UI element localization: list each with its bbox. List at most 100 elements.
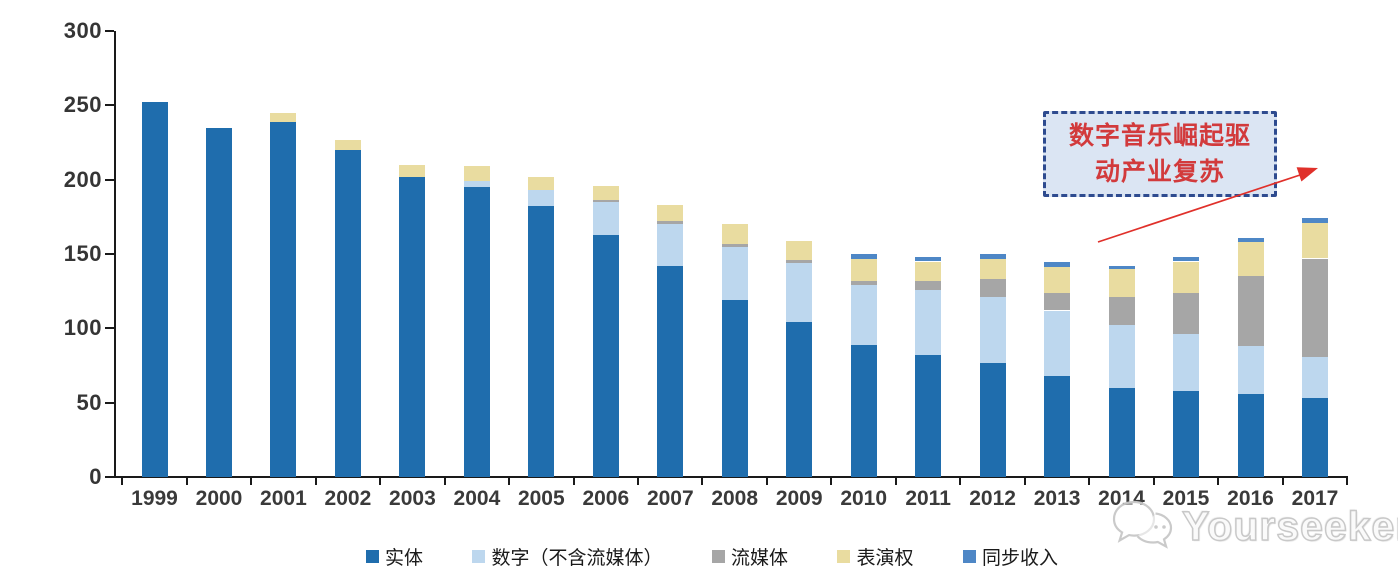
bar-segment-2008-series2 <box>721 243 748 247</box>
x-axis-line <box>114 476 1348 478</box>
bar-segment-2014-series1 <box>1108 325 1135 388</box>
bar-2011 <box>915 256 942 477</box>
bar-2006 <box>592 185 619 477</box>
bar-segment-2007-series0 <box>657 265 684 477</box>
bar-segment-2007-series2 <box>657 221 684 225</box>
x-boundary-tick <box>250 477 253 485</box>
bar-segment-2012-series3 <box>979 258 1006 280</box>
bar-segment-2014-series3 <box>1108 268 1135 298</box>
watermark: Yourseeker <box>1108 496 1398 556</box>
bar-segment-2010-series2 <box>850 280 877 286</box>
bar-1999 <box>141 102 168 477</box>
bar-segment-2003-series3 <box>399 164 426 177</box>
bar-segment-2000-series0 <box>206 127 232 477</box>
bar-2009 <box>786 240 813 477</box>
y-tick-100 <box>105 327 114 330</box>
bar-segment-2015-series3 <box>1173 261 1199 293</box>
annotation-text-line1: 数字音乐崛起驱 <box>1068 122 1251 150</box>
x-label-2011: 2011 <box>905 487 951 510</box>
bar-segment-2010-series1 <box>850 285 877 345</box>
x-label-2005: 2005 <box>517 487 565 510</box>
bar-segment-2007-series3 <box>657 204 684 222</box>
bar-segment-2007-series1 <box>657 224 684 266</box>
x-label-2010: 2010 <box>840 487 888 510</box>
y-tick-300 <box>105 30 114 32</box>
bar-segment-2011-series2 <box>915 280 942 290</box>
bar-segment-1999-series0 <box>141 102 168 477</box>
x-boundary-tick <box>314 477 317 485</box>
bar-segment-2013-series2 <box>1044 292 1071 311</box>
y-tick-150 <box>105 253 114 255</box>
bar-2016 <box>1237 237 1264 477</box>
bar-segment-2008-series3 <box>721 224 748 244</box>
bar-segment-2005-series1 <box>528 190 555 207</box>
bar-segment-2013-series0 <box>1044 375 1071 477</box>
x-boundary-tick <box>443 477 446 485</box>
bar-segment-2014-series4 <box>1108 265 1135 269</box>
bar-2003 <box>399 164 426 477</box>
bar-2010 <box>850 254 877 477</box>
bar-segment-2011-series4 <box>915 256 942 262</box>
x-boundary-tick <box>508 477 511 485</box>
x-boundary-tick <box>765 477 768 485</box>
annotation-callout: 数字音乐崛起驱 动产业复苏 <box>1043 111 1277 197</box>
bar-segment-2013-series4 <box>1044 261 1071 268</box>
annotation-text-line2: 动产业复苏 <box>1094 158 1225 186</box>
bar-2008 <box>721 224 748 477</box>
x-label-2001: 2001 <box>260 487 307 510</box>
x-boundary-tick <box>959 477 962 485</box>
y-tick-label-200: 200 <box>63 166 102 192</box>
watermark-text: Yourseeker <box>1181 502 1398 549</box>
y-axis-line <box>114 31 116 478</box>
bar-segment-2004-series0 <box>463 187 490 477</box>
bar-segment-2006-series2 <box>592 200 619 202</box>
bar-2004 <box>463 166 490 477</box>
y-tick-50 <box>105 401 114 404</box>
x-label-2000: 2000 <box>195 487 243 510</box>
bar-segment-2012-series2 <box>979 279 1006 298</box>
bar-segment-2009-series2 <box>786 259 813 263</box>
bar-segment-2003-series0 <box>399 176 426 477</box>
x-boundary-tick <box>121 477 124 485</box>
bar-segment-2008-series1 <box>721 246 748 301</box>
bar-segment-2002-series0 <box>334 149 361 477</box>
x-boundary-tick <box>1281 477 1284 485</box>
chat-bubbles-logo-icon <box>1112 500 1173 549</box>
bar-segment-2012-series1 <box>979 297 1006 363</box>
bar-segment-2009-series3 <box>786 240 813 260</box>
bar-segment-2014-series0 <box>1108 387 1135 477</box>
bar-segment-2014-series2 <box>1108 297 1135 326</box>
bar-segment-2017-series3 <box>1302 222 1328 259</box>
bar-2015 <box>1173 256 1199 477</box>
x-boundary-tick <box>894 477 897 485</box>
bar-segment-2006-series1 <box>592 202 619 235</box>
x-label-2006: 2006 <box>582 487 630 510</box>
legend-swatch-performance-icon <box>837 550 851 563</box>
bar-segment-2005-series0 <box>528 206 555 477</box>
bar-segment-2004-series3 <box>463 166 490 182</box>
bar-2005 <box>528 176 555 477</box>
bar-segment-2002-series3 <box>334 139 361 150</box>
x-boundary-tick <box>1023 477 1026 485</box>
legend-label-sync: 同步收入 <box>981 548 1058 569</box>
bar-segment-2010-series3 <box>850 258 877 281</box>
x-label-2013: 2013 <box>1033 487 1081 510</box>
x-label-2007: 2007 <box>646 487 694 510</box>
legend-swatch-sync-icon <box>962 550 976 563</box>
legend-label-streaming: 流媒体 <box>730 548 788 569</box>
bar-segment-2013-series1 <box>1044 310 1071 376</box>
bar-2007 <box>657 204 684 477</box>
bar-segment-2001-series3 <box>270 112 297 122</box>
legend-swatch-digital-icon <box>472 550 486 563</box>
bar-segment-2010-series0 <box>850 344 877 477</box>
bar-segment-2017-series2 <box>1302 258 1328 357</box>
x-boundary-tick <box>637 477 640 485</box>
legend-item-digital: 数字（不含流媒体） <box>472 543 663 570</box>
bar-segment-2009-series0 <box>786 322 813 477</box>
y-tick-0 <box>105 476 114 478</box>
bar-2013 <box>1044 261 1071 477</box>
legend-swatch-physical-icon <box>366 550 379 563</box>
x-boundary-tick <box>701 477 704 485</box>
bar-2014 <box>1108 265 1135 477</box>
legend-label-digital: 数字（不含流媒体） <box>491 548 663 569</box>
